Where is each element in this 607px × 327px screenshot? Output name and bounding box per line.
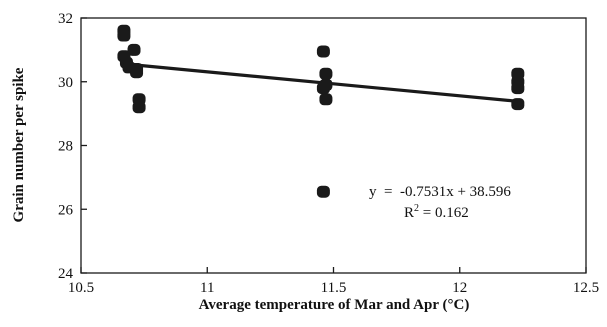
y-tick-label: 28 <box>58 139 73 155</box>
data-point <box>132 101 146 114</box>
y-tick-label: 24 <box>58 266 74 282</box>
x-tick-label: 11.5 <box>321 280 347 296</box>
data-point <box>117 29 131 42</box>
plot-frame <box>80 17 587 274</box>
r-squared: R2 = 0.162 <box>404 203 469 221</box>
data-point <box>127 43 141 56</box>
y-tick-label: 32 <box>58 11 73 27</box>
data-point <box>319 93 333 106</box>
x-tick-label: 12.5 <box>573 280 599 296</box>
y-axis-title: Grain number per spike <box>11 67 27 222</box>
data-point <box>316 185 330 198</box>
regression-equation: y = -0.7531x + 38.596 <box>369 184 511 200</box>
data-point <box>511 82 525 95</box>
x-axis-title: Average temperature of Mar and Apr (°C) <box>199 297 470 313</box>
x-tick-label: 10.5 <box>68 280 94 296</box>
x-tick-label: 12 <box>452 280 467 296</box>
y-tick-label: 30 <box>58 75 73 91</box>
x-tick-label: 11 <box>200 280 214 296</box>
y-axis: 24 26 28 30 32 <box>58 11 87 282</box>
data-points <box>117 24 525 198</box>
data-point <box>319 67 333 80</box>
data-point <box>316 45 330 58</box>
x-axis: 10.5 11 11.5 12 12.5 <box>68 267 599 296</box>
y-tick-label: 26 <box>58 202 74 218</box>
trend-line <box>131 63 518 103</box>
